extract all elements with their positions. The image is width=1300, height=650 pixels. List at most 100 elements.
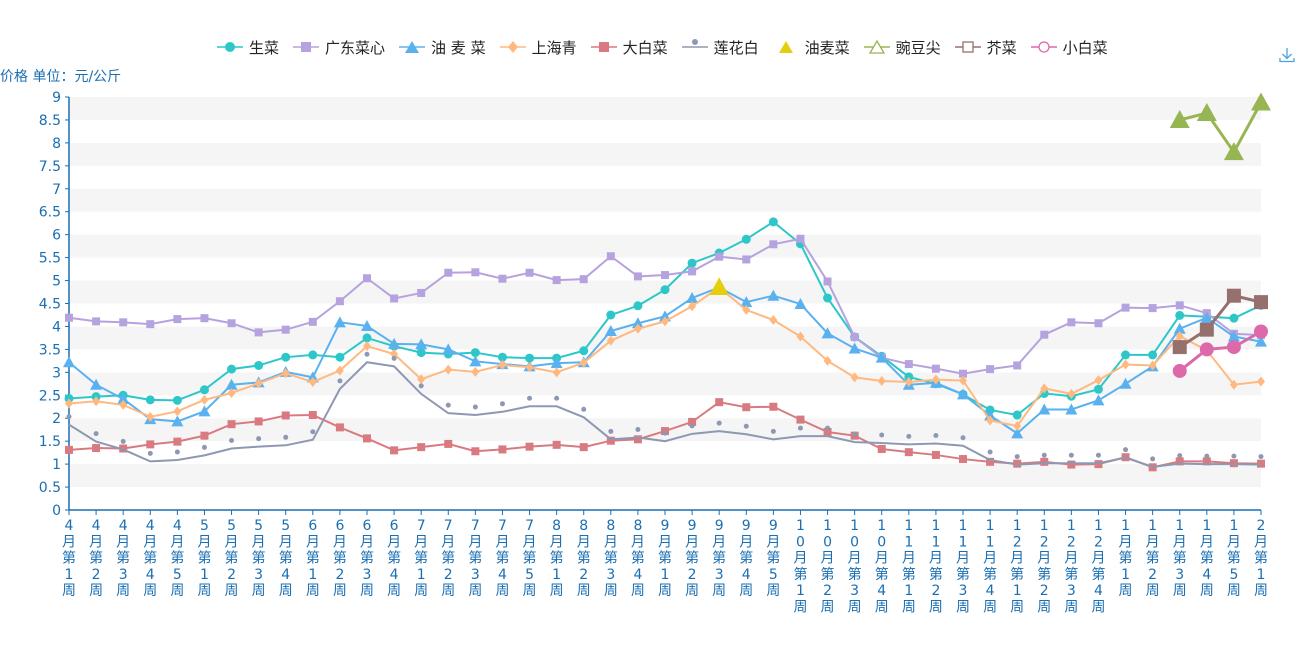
x-tick-label: 6 月第 3 周 <box>360 518 374 599</box>
y-tick-label: 6.5 <box>39 205 61 221</box>
data-point <box>906 433 912 439</box>
data-point <box>1202 457 1211 466</box>
data-point <box>769 240 778 249</box>
x-tick-label: 7 月第 5 周 <box>523 518 537 599</box>
legend-item[interactable]: 芥菜 <box>954 37 1017 58</box>
data-point <box>796 415 805 424</box>
data-point <box>850 372 859 383</box>
x-tick-label: 4 月第 1 周 <box>62 518 76 599</box>
data-point <box>741 234 751 244</box>
data-point <box>281 411 290 420</box>
data-point <box>581 406 587 412</box>
legend-item[interactable]: 生菜 <box>216 37 279 58</box>
data-point <box>1254 324 1268 339</box>
x-tick-label: 1 月第 5 周 <box>1227 518 1241 599</box>
data-point <box>1094 319 1103 328</box>
data-point <box>688 301 697 312</box>
grid-band <box>69 234 1261 258</box>
data-point <box>93 431 99 437</box>
x-tick-label: 7 月第 2 周 <box>441 518 455 599</box>
data-point <box>417 374 426 385</box>
data-point <box>904 376 913 387</box>
y-tick-label: 9 <box>52 90 61 106</box>
legend-label: 豌豆尖 <box>895 38 941 57</box>
legend-item[interactable]: 广东菜心 <box>292 37 385 58</box>
x-tick-label: 9 月第 5 周 <box>766 518 780 599</box>
data-point <box>1173 322 1186 334</box>
data-point <box>90 378 103 390</box>
data-point <box>688 417 697 426</box>
x-tick-label: 1 月第 4 周 <box>1200 518 1214 599</box>
data-point <box>198 405 211 417</box>
data-point <box>444 268 453 277</box>
legend-label: 大白菜 <box>622 38 668 57</box>
legend-item[interactable]: 上海青 <box>499 37 577 58</box>
data-point <box>1148 360 1157 371</box>
data-point <box>1257 376 1265 387</box>
y-tick-label: 7.5 <box>39 159 61 175</box>
data-point <box>552 276 561 285</box>
legend-item[interactable]: 莲花白 <box>681 37 759 58</box>
data-point <box>66 414 72 420</box>
data-point <box>931 450 940 459</box>
grid-band <box>69 349 1261 373</box>
data-point <box>310 429 316 435</box>
data-point <box>606 436 615 445</box>
grid-band <box>69 326 1261 350</box>
data-point <box>709 277 729 295</box>
data-point <box>579 443 588 452</box>
grid-band <box>69 188 1261 212</box>
x-tick-label: 6 月第 1 周 <box>306 518 320 599</box>
data-point <box>1068 452 1074 458</box>
data-point <box>229 438 235 444</box>
data-point <box>608 428 614 434</box>
x-tick-label: 1 0 月第 4 周 <box>875 518 889 616</box>
data-point <box>986 457 995 466</box>
data-point <box>1093 384 1103 394</box>
data-point <box>579 275 588 284</box>
data-point <box>1169 109 1190 128</box>
data-point <box>64 393 74 403</box>
x-tick-label: 8 月第 3 周 <box>604 518 618 599</box>
legend-item[interactable]: 小白菜 <box>1030 37 1108 58</box>
data-point <box>335 423 344 432</box>
data-point <box>254 378 263 389</box>
data-point <box>119 399 128 410</box>
data-point <box>1067 388 1076 399</box>
data-point <box>391 355 397 361</box>
data-point <box>1121 359 1130 370</box>
data-point <box>63 356 75 368</box>
y-tick-label: 5.5 <box>39 251 61 267</box>
data-point <box>65 445 73 454</box>
series-line <box>1179 101 1263 155</box>
grid-band <box>69 211 1261 235</box>
data-point <box>1012 410 1022 420</box>
data-point <box>687 258 697 268</box>
data-point <box>227 387 236 398</box>
data-point <box>308 376 317 387</box>
download-button[interactable] <box>1278 46 1296 64</box>
data-point <box>337 378 343 384</box>
data-point <box>1014 454 1020 460</box>
data-point <box>1148 350 1158 360</box>
data-point <box>1231 453 1237 459</box>
legend-item[interactable]: 油 麦 菜 <box>398 37 486 58</box>
data-point <box>1172 340 1187 355</box>
legend-item[interactable]: 油麦菜 <box>772 37 850 58</box>
data-point <box>498 274 507 283</box>
data-point <box>363 274 371 283</box>
data-point <box>498 445 507 454</box>
x-tick-label: 1 0 月第 1 周 <box>793 518 807 616</box>
data-point <box>1013 361 1022 370</box>
data-point <box>335 352 345 362</box>
legend-item[interactable]: 豌豆尖 <box>863 37 941 58</box>
data-point <box>604 325 617 337</box>
data-point <box>904 448 913 457</box>
data-point <box>823 293 833 303</box>
legend-item[interactable]: 大白菜 <box>590 37 668 58</box>
data-point <box>445 402 451 408</box>
legend-label: 小白菜 <box>1062 38 1108 57</box>
x-tick-label: 5 月第 4 周 <box>279 518 293 599</box>
data-point <box>173 315 182 324</box>
data-point <box>633 323 642 334</box>
